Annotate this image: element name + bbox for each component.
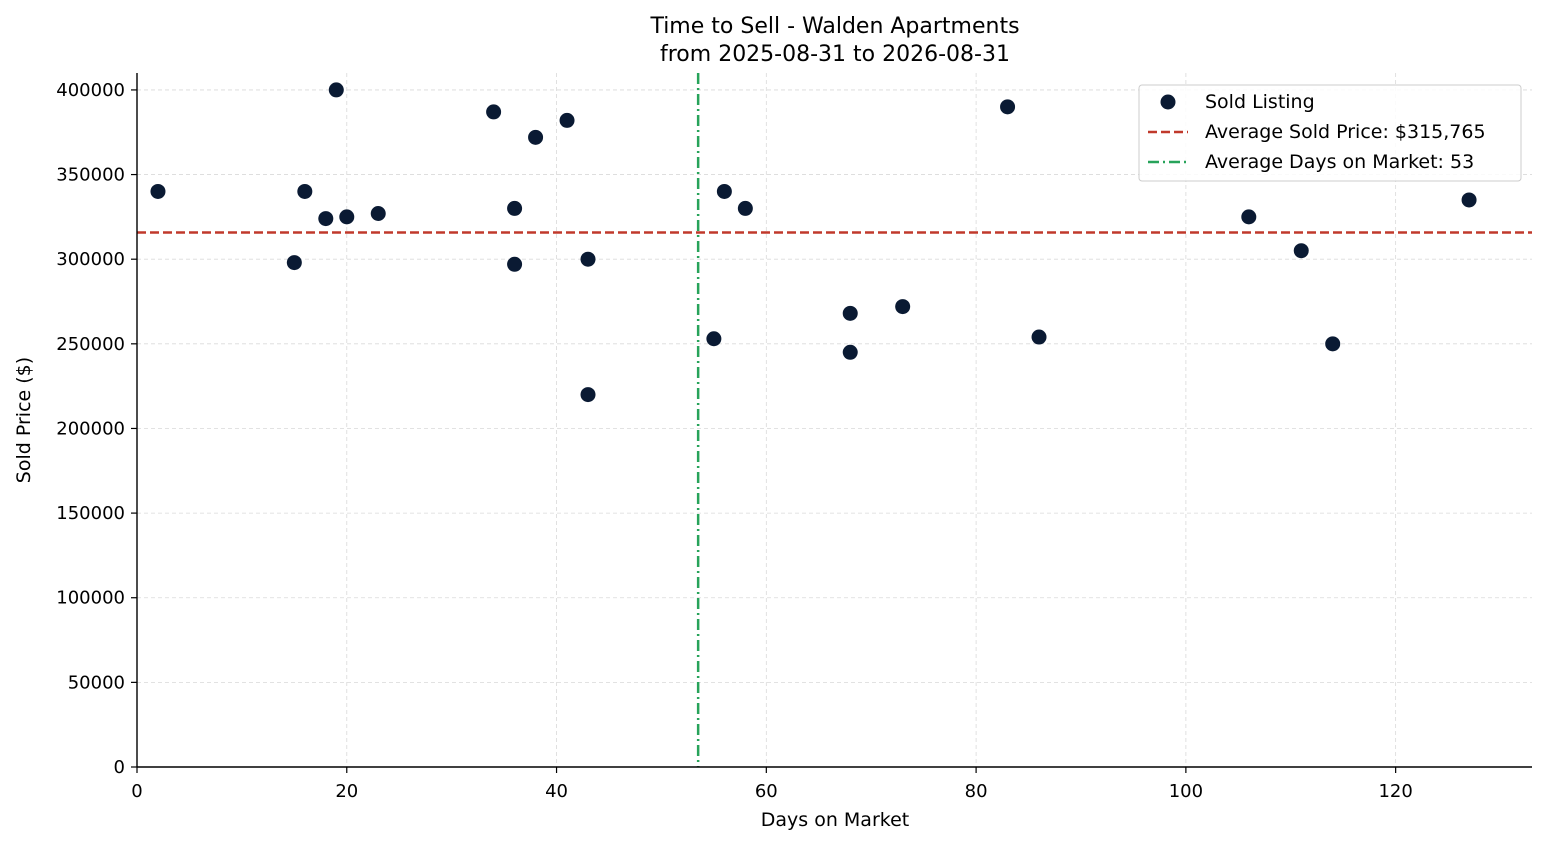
x-axis-title: Days on Market — [761, 809, 909, 831]
y-tick-label: 300000 — [56, 249, 125, 270]
data-point — [318, 211, 334, 227]
y-tick-label: 50000 — [68, 672, 125, 693]
data-point — [339, 209, 355, 225]
data-point — [1325, 336, 1341, 352]
data-point — [297, 183, 313, 199]
y-tick-label: 250000 — [56, 334, 125, 355]
data-point — [580, 387, 596, 403]
data-point — [895, 299, 911, 315]
data-point — [1031, 329, 1047, 345]
x-tick-label: 80 — [965, 781, 988, 802]
x-tick-label: 0 — [131, 781, 142, 802]
data-point — [716, 183, 732, 199]
y-tick-label: 0 — [114, 757, 125, 778]
y-tick-label: 200000 — [56, 418, 125, 439]
reference-lines — [137, 73, 1532, 767]
data-point — [150, 183, 166, 199]
x-tick-label: 20 — [335, 781, 358, 802]
legend-marker-sold-listing — [1160, 94, 1176, 110]
data-point — [706, 331, 722, 347]
y-axis-title: Sold Price ($) — [13, 357, 35, 483]
x-tick-label: 100 — [1169, 781, 1203, 802]
data-points — [150, 82, 1477, 403]
data-point — [1461, 192, 1477, 208]
x-tick-label: 40 — [545, 781, 568, 802]
y-tick-label: 350000 — [56, 165, 125, 186]
tick-labels: 0 20 40 60 80 100 120 0 50000 100000 150000 200000 2… — [56, 80, 1413, 802]
data-point — [1241, 209, 1257, 225]
y-tick-label: 100000 — [56, 588, 125, 609]
data-point — [328, 82, 344, 98]
data-point — [286, 255, 302, 271]
data-point — [580, 251, 596, 267]
data-point — [1293, 243, 1309, 259]
legend-label-avg-price: Average Sold Price: $315,765 — [1205, 121, 1486, 143]
chart-title: Time to Sell - Walden Apartments — [649, 14, 1019, 39]
x-tick-label: 120 — [1378, 781, 1412, 802]
data-point — [737, 200, 753, 216]
data-point — [528, 129, 544, 145]
legend-label-avg-days: Average Days on Market: 53 — [1205, 151, 1474, 173]
data-point — [486, 104, 502, 120]
data-point — [842, 344, 858, 360]
data-point — [507, 200, 523, 216]
data-point — [842, 305, 858, 321]
data-point — [1000, 99, 1016, 115]
data-point — [370, 205, 386, 221]
x-tick-label: 60 — [755, 781, 778, 802]
y-tick-label: 150000 — [56, 503, 125, 524]
data-point — [559, 112, 575, 128]
legend: Sold Listing Average Sold Price: $315,76… — [1138, 84, 1522, 182]
chart-subtitle: from 2025-08-31 to 2026-08-31 — [660, 42, 1010, 67]
axes — [131, 73, 1532, 773]
legend-box — [1138, 84, 1522, 182]
legend-label-sold-listing: Sold Listing — [1205, 91, 1315, 113]
y-tick-label: 400000 — [56, 80, 125, 101]
data-point — [507, 256, 523, 272]
